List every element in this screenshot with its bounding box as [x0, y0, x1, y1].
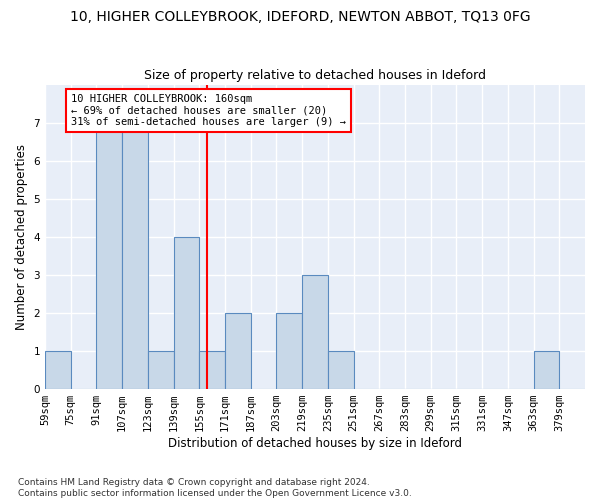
Bar: [302, 275, 328, 389]
Text: 10, HIGHER COLLEYBROOK, IDEFORD, NEWTON ABBOT, TQ13 0FG: 10, HIGHER COLLEYBROOK, IDEFORD, NEWTON …: [70, 10, 530, 24]
Bar: [199, 351, 225, 389]
Bar: [173, 237, 199, 389]
Text: Contains HM Land Registry data © Crown copyright and database right 2024.
Contai: Contains HM Land Registry data © Crown c…: [18, 478, 412, 498]
Bar: [45, 351, 71, 389]
Bar: [277, 313, 302, 389]
Y-axis label: Number of detached properties: Number of detached properties: [15, 144, 28, 330]
Bar: [97, 122, 122, 389]
Bar: [328, 351, 353, 389]
Text: 10 HIGHER COLLEYBROOK: 160sqm
← 69% of detached houses are smaller (20)
31% of s: 10 HIGHER COLLEYBROOK: 160sqm ← 69% of d…: [71, 94, 346, 128]
Title: Size of property relative to detached houses in Ideford: Size of property relative to detached ho…: [144, 69, 486, 82]
Bar: [225, 313, 251, 389]
Bar: [533, 351, 559, 389]
Bar: [122, 122, 148, 389]
Bar: [148, 351, 173, 389]
X-axis label: Distribution of detached houses by size in Ideford: Distribution of detached houses by size …: [168, 437, 462, 450]
